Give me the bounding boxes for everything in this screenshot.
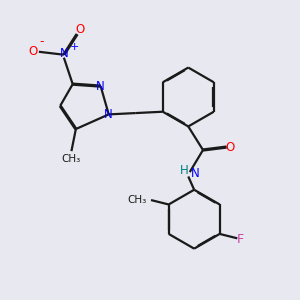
Text: N: N [59, 47, 68, 60]
Text: CH₃: CH₃ [62, 154, 81, 164]
Text: +: + [70, 42, 79, 52]
Text: H: H [179, 164, 188, 177]
Text: N: N [191, 167, 200, 180]
Text: -: - [40, 35, 44, 48]
Text: N: N [96, 80, 105, 93]
Text: F: F [237, 233, 244, 246]
Text: O: O [75, 23, 85, 36]
Text: N: N [104, 108, 113, 121]
Text: CH₃: CH₃ [127, 195, 147, 205]
Text: O: O [225, 141, 234, 154]
Text: O: O [28, 45, 38, 58]
